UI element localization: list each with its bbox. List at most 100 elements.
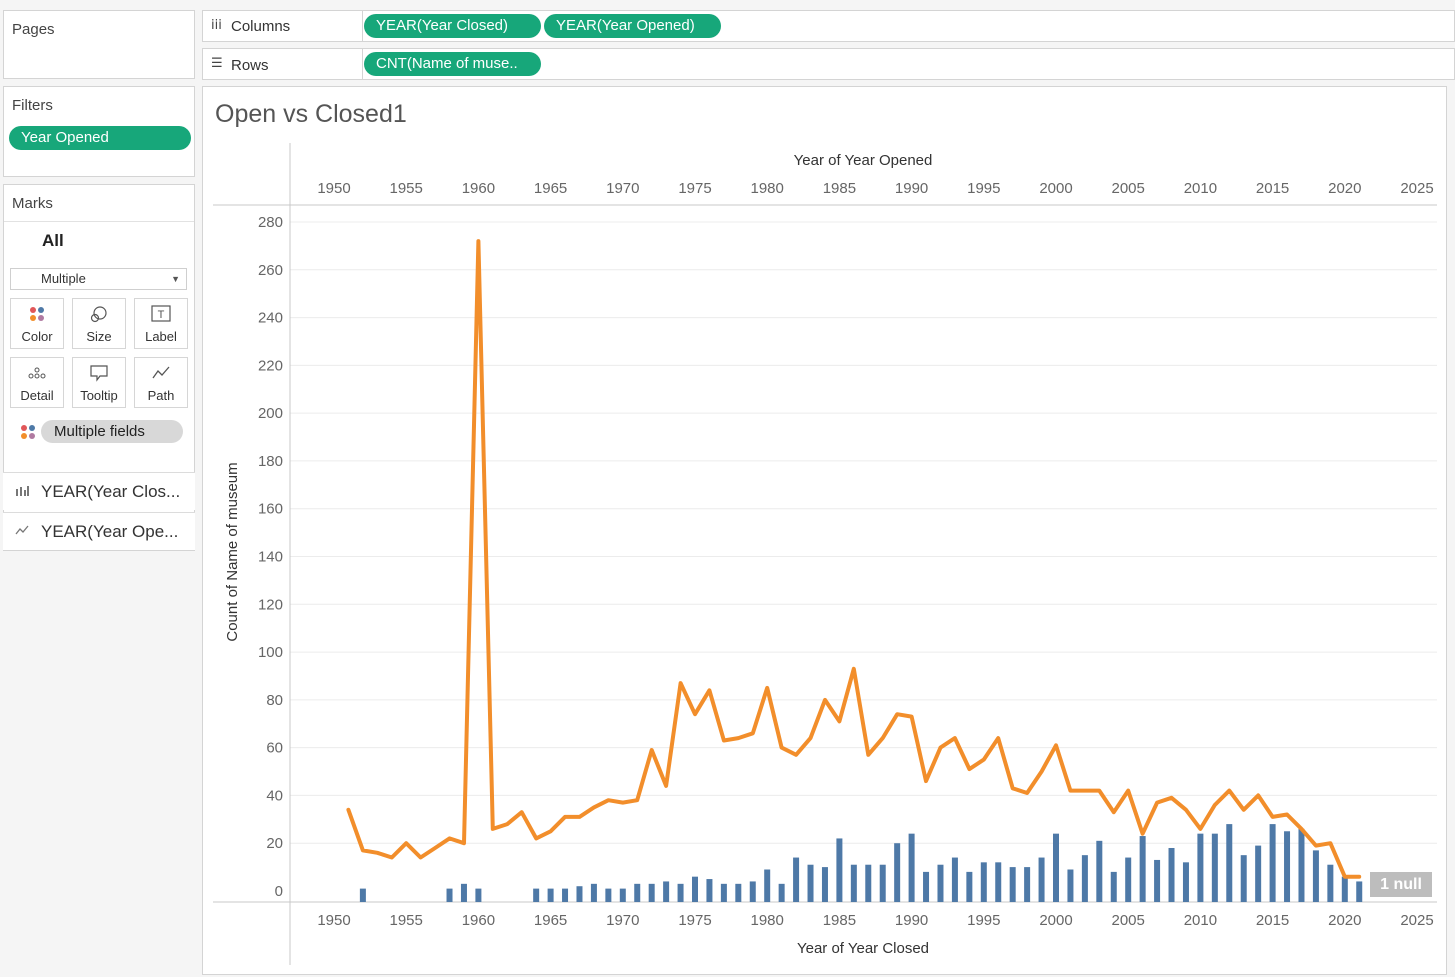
label-button-label: Label <box>145 329 177 344</box>
marks-all-tab[interactable]: All <box>42 231 64 250</box>
tooltip-button[interactable]: Tooltip <box>72 357 126 408</box>
bar <box>735 883 742 902</box>
bar <box>562 888 569 902</box>
bar <box>475 888 482 902</box>
bar <box>1067 869 1074 902</box>
path-button[interactable]: Path <box>134 357 188 408</box>
bar <box>908 833 915 902</box>
bar <box>894 843 901 902</box>
bar <box>692 876 698 902</box>
x-tick-label-top: 1970 <box>606 180 639 197</box>
bar <box>966 871 973 902</box>
detail-button[interactable]: Detail <box>10 357 64 408</box>
bar <box>1269 824 1276 902</box>
x-tick-label-bottom: 2005 <box>1112 912 1145 929</box>
color-dots-icon <box>11 305 63 327</box>
x-tick-label-bottom: 2015 <box>1256 912 1289 929</box>
grid-lines <box>290 221 1437 844</box>
chart-panel <box>202 86 1447 975</box>
marks-card-year-closed[interactable]: YEAR(Year Clos... <box>3 472 195 510</box>
y-tick-label: 160 <box>258 501 283 518</box>
detail-dots-icon <box>11 364 63 386</box>
columns-label: Columns <box>231 18 291 35</box>
x-tick-label-bottom: 1985 <box>823 912 856 929</box>
bar <box>1168 847 1175 902</box>
y-tick-label: 220 <box>258 357 283 374</box>
axis-labels: 0 20 40 60 80 100 120 140 160 180 200 220 240 260 280 1… <box>224 152 1434 957</box>
columns-icon: iii <box>211 18 222 33</box>
bar <box>807 864 814 902</box>
chart-title: Open vs Closed1 <box>215 100 407 128</box>
multiple-fields-row[interactable]: Multiple fields <box>20 420 185 444</box>
detail-button-label: Detail <box>20 388 54 403</box>
path-button-label: Path <box>147 388 175 403</box>
bar <box>460 883 467 902</box>
x-tick-label-top: 1990 <box>895 180 928 197</box>
x-tick-label-bottom: 1950 <box>317 912 350 929</box>
mark-type-dropdown[interactable]: Multiple ▼ <box>10 268 187 290</box>
bar <box>634 883 641 902</box>
bar <box>359 888 366 902</box>
bar <box>1096 840 1103 902</box>
bar <box>937 864 944 902</box>
tooltip-icon <box>73 364 125 386</box>
y-tick-label: 20 <box>266 835 283 852</box>
bar <box>951 857 958 902</box>
y-tick-label: 260 <box>258 262 283 279</box>
y-tick-label: 120 <box>258 596 283 613</box>
bar <box>1053 833 1059 902</box>
bar <box>1298 828 1305 902</box>
rows-icon: ☰ <box>211 56 223 71</box>
bar <box>764 869 771 902</box>
bar <box>1182 862 1189 902</box>
x-tick-label-top: 2005 <box>1112 180 1145 197</box>
y-tick-label: 0 <box>275 883 283 900</box>
y-tick-label: 100 <box>258 644 283 661</box>
x2-axis-title: Year of Year Opened <box>794 152 933 169</box>
x-tick-label-bottom: 1975 <box>678 912 711 929</box>
x-tick-label-top: 1985 <box>823 180 856 197</box>
columns-pill-year-opened[interactable]: YEAR(Year Opened) <box>544 14 721 38</box>
chevron-down-icon: ▼ <box>171 274 180 284</box>
bar <box>793 857 800 902</box>
columns-pill-year-closed[interactable]: YEAR(Year Closed) <box>364 14 541 38</box>
marks-card-year-closed-label: YEAR(Year Clos... <box>41 482 181 501</box>
filters-title: Filters <box>12 97 53 114</box>
y-tick-label: 180 <box>258 453 283 470</box>
x-axis-title: Year of Year Closed <box>797 940 929 957</box>
bar <box>850 864 857 902</box>
label-button[interactable]: T Label <box>134 298 188 349</box>
marks-card-year-opened[interactable]: YEAR(Year Ope... <box>3 512 195 550</box>
size-icon <box>73 305 125 327</box>
bar-chart-icon <box>15 473 29 511</box>
filter-pill-year-opened[interactable]: Year Opened <box>9 126 191 150</box>
x-tick-label-bottom: 2010 <box>1184 912 1217 929</box>
y-tick-label: 60 <box>266 740 283 757</box>
x-tick-label-top: 1975 <box>678 180 711 197</box>
color-dots-icon <box>20 424 36 445</box>
x-tick-label-top: 1980 <box>751 180 784 197</box>
bar <box>980 862 987 902</box>
bar <box>995 862 1002 902</box>
pages-title: Pages <box>12 21 55 38</box>
color-button[interactable]: Color <box>10 298 64 349</box>
y-axis-title: Count of Name of museum <box>224 462 241 641</box>
multiple-fields-pill[interactable]: Multiple fields <box>41 420 183 443</box>
x-tick-label-bottom: 2025 <box>1400 912 1433 929</box>
bar <box>446 888 453 902</box>
pages-card[interactable]: Pages <box>3 10 195 79</box>
x-tick-label-bottom: 1980 <box>751 912 784 929</box>
svg-text:T: T <box>158 309 165 321</box>
bar <box>778 883 785 902</box>
bar <box>821 867 828 902</box>
rows-pill-count-name[interactable]: CNT(Name of muse.. <box>364 52 541 76</box>
size-button[interactable]: Size <box>72 298 126 349</box>
x-tick-label-bottom: 1965 <box>534 912 567 929</box>
bar <box>1341 876 1348 902</box>
x-tick-label-top: 1995 <box>967 180 1000 197</box>
bar <box>1255 845 1262 902</box>
bar <box>533 888 540 902</box>
x-tick-label-top: 1955 <box>390 180 423 197</box>
bar <box>923 871 930 902</box>
null-indicator[interactable]: 1 null <box>1370 872 1432 897</box>
